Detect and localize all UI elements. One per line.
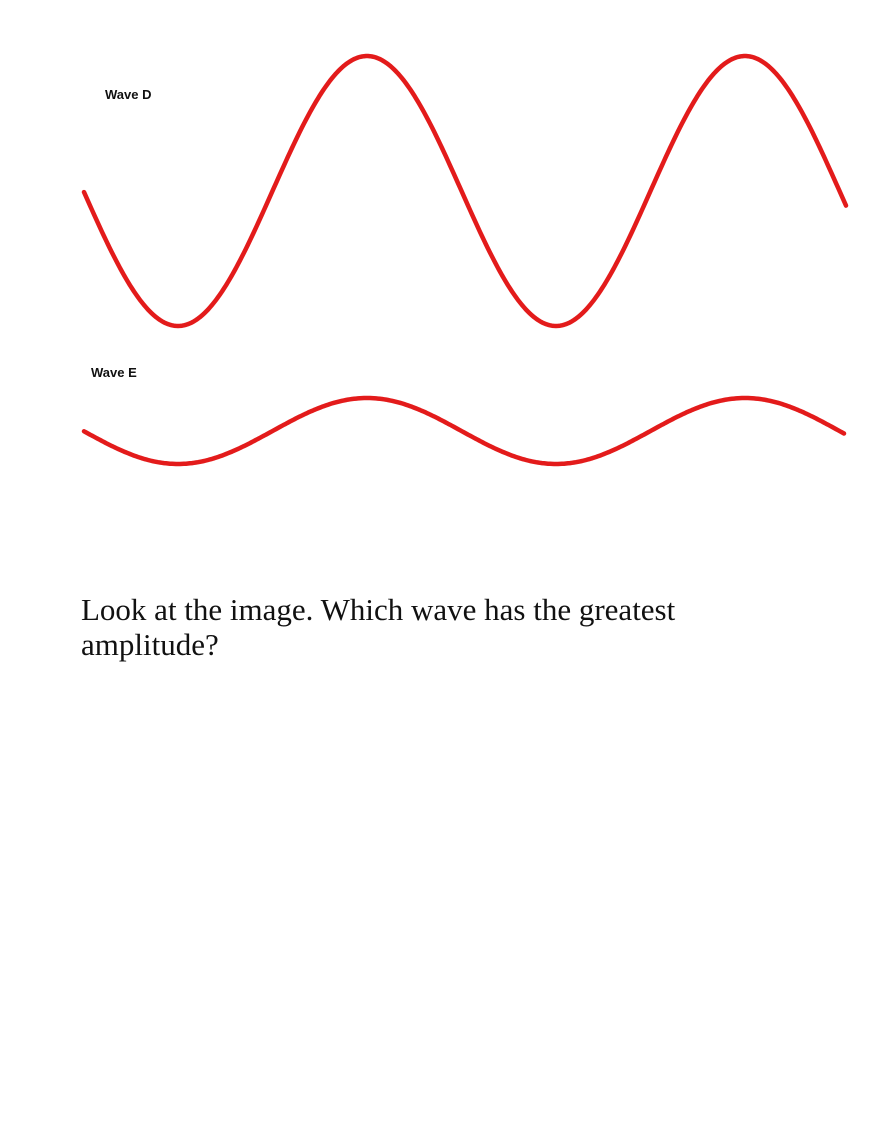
- wave-d-curve: [81, 53, 849, 329]
- wave-e-label: Wave E: [91, 365, 137, 380]
- wave-e-curve: [81, 395, 847, 467]
- wave-diagram: Wave D Wave E: [81, 53, 849, 467]
- question-text: Look at the image. Which wave has the gr…: [81, 592, 676, 662]
- wave-d-label: Wave D: [105, 87, 151, 102]
